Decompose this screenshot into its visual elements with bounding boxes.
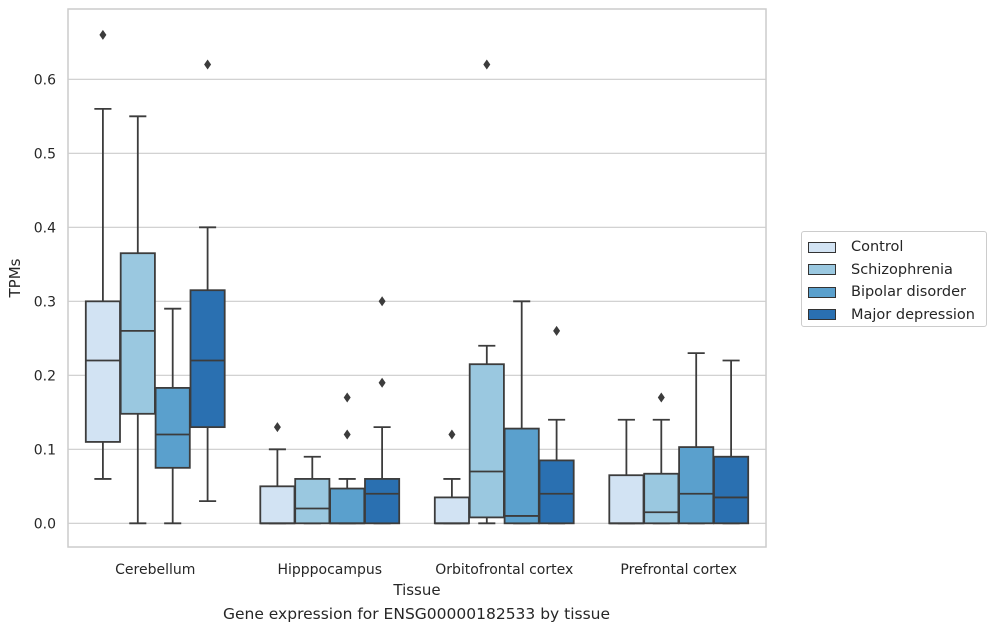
box-iqr [468,363,505,519]
legend-swatch [808,286,836,298]
box-iqr [259,485,296,525]
legend-item: Bipolar disorder [808,281,986,304]
box-iqr [84,300,121,443]
outlier-point [204,59,212,70]
box-control [84,29,121,480]
outlier-point [483,59,491,70]
legend-label: Bipolar disorder [851,284,966,301]
box-iqr [364,478,401,525]
y-tick-label: 0.4 [34,220,56,236]
box-iqr [189,289,226,429]
outlier-point [448,429,456,440]
y-tick-label: 0.2 [34,368,56,384]
x-tick-label: Prefrontal cortex [620,562,737,578]
y-tick-label: 0.0 [34,516,56,532]
outlier-point [378,296,386,307]
legend-swatch [808,309,836,321]
box-bipolar-disorder [329,392,366,525]
outlier-point [273,422,281,433]
y-tick-label: 0.3 [34,294,56,310]
x-tick-labels: Cerebellum Hipppocampus Orbitofrontal cort… [115,562,737,578]
box-control [259,422,296,525]
box-iqr [643,472,680,525]
box-bipolar-disorder [678,352,715,525]
outlier-point [657,392,665,403]
legend-label: Major depression [851,306,975,323]
box-control [608,418,645,525]
box-bipolar-disorder [503,300,540,525]
legend-swatch [808,264,836,276]
box-control [433,429,470,525]
y-tick-label: 0.1 [34,442,56,458]
legend-item: Major depression [808,304,986,327]
y-axis-label: TPMs [6,258,24,298]
legend-label: Schizophrenia [851,261,953,278]
y-tick-label: 0.5 [34,146,56,162]
box-iqr [503,427,540,525]
outlier-point [378,377,386,388]
x-tick-label: Hipppocampus [277,562,382,578]
x-tick-label: Cerebellum [115,562,195,578]
x-tick-label: Orbitofrontal cortex [435,562,573,578]
box-major-depression [364,296,401,525]
box-plot-series [84,29,750,525]
box-iqr [608,474,645,525]
box-iqr [329,487,366,525]
y-tick-labels: 0.0 0.1 0.2 0.3 0.4 0.5 0.6 [34,72,56,532]
box-iqr [538,459,575,525]
box-iqr [713,455,750,525]
legend-label: Control [851,239,904,256]
y-tick-label: 0.6 [34,72,56,88]
legend-item: Schizophrenia [808,259,986,282]
box-schizophrenia [294,455,331,525]
legend: Control Schizophrenia Bipolar disorder Majo… [801,231,987,327]
box-iqr [678,446,715,525]
legend-item: Control [808,236,986,259]
box-major-depression [713,359,750,525]
outlier-point [343,429,351,440]
outlier-point [343,392,351,403]
box-iqr [119,252,156,415]
box-schizophrenia [468,59,505,525]
box-schizophrenia [119,115,156,525]
box-major-depression [189,59,226,503]
box-major-depression [538,325,575,525]
plot-area-frame [67,8,767,548]
box-bipolar-disorder [154,307,191,525]
box-schizophrenia [643,392,680,525]
outlier-point [553,325,561,336]
chart-caption: Gene expression for ENSG00000182533 by t… [222,605,611,623]
outlier-point [99,29,107,40]
box-iqr [433,496,470,525]
x-axis-label: Tissue [392,581,440,599]
box-iqr [294,478,331,525]
box-iqr [154,386,191,469]
legend-swatch [808,241,836,253]
